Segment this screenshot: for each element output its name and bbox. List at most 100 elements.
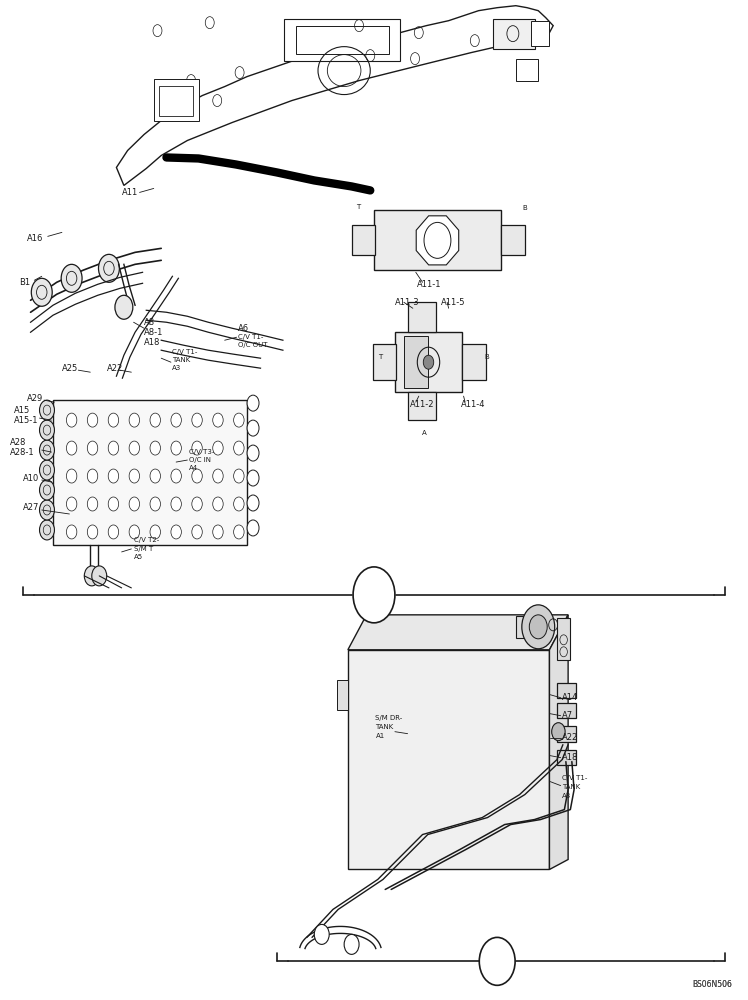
Text: O/C OUT: O/C OUT <box>238 342 268 348</box>
Text: A16: A16 <box>27 234 43 243</box>
Circle shape <box>40 420 55 440</box>
Text: A25: A25 <box>62 364 79 373</box>
Text: A14: A14 <box>562 693 578 702</box>
Circle shape <box>40 520 55 540</box>
Circle shape <box>247 470 259 486</box>
Bar <box>531 21 550 46</box>
Circle shape <box>233 497 244 511</box>
Text: A: A <box>423 430 427 436</box>
Text: A1: A1 <box>375 733 384 739</box>
Circle shape <box>129 497 140 511</box>
Circle shape <box>88 525 98 539</box>
Circle shape <box>171 525 181 539</box>
Circle shape <box>67 441 77 455</box>
Circle shape <box>99 254 120 282</box>
Text: A5: A5 <box>134 554 143 560</box>
Polygon shape <box>117 6 554 185</box>
Text: B: B <box>485 354 489 360</box>
Circle shape <box>522 605 555 649</box>
Circle shape <box>108 497 119 511</box>
Circle shape <box>150 525 161 539</box>
Text: BS06N506: BS06N506 <box>693 980 732 989</box>
Text: A28-1: A28-1 <box>10 448 34 457</box>
Text: A11-4: A11-4 <box>461 400 485 409</box>
Circle shape <box>67 469 77 483</box>
Circle shape <box>233 441 244 455</box>
Bar <box>53 400 247 545</box>
Circle shape <box>191 413 202 427</box>
Circle shape <box>88 413 98 427</box>
Text: A11-5: A11-5 <box>441 298 466 307</box>
Bar <box>337 680 348 710</box>
Bar <box>352 225 375 255</box>
Text: A4: A4 <box>188 465 198 471</box>
Bar <box>501 225 525 255</box>
Text: A3: A3 <box>173 365 182 371</box>
Circle shape <box>171 441 181 455</box>
Text: BS06N506: BS06N506 <box>693 980 732 989</box>
Text: C/V T3-: C/V T3- <box>188 449 214 455</box>
Circle shape <box>247 445 259 461</box>
Circle shape <box>212 525 223 539</box>
Bar <box>154 79 198 121</box>
Circle shape <box>191 497 202 511</box>
Text: C/V T1-: C/V T1- <box>173 349 197 355</box>
Circle shape <box>247 495 259 511</box>
Circle shape <box>150 497 161 511</box>
Circle shape <box>233 525 244 539</box>
Text: A8: A8 <box>144 318 155 327</box>
Circle shape <box>233 413 244 427</box>
Circle shape <box>67 497 77 511</box>
Polygon shape <box>416 216 459 265</box>
Bar <box>516 59 539 81</box>
Text: A11: A11 <box>123 188 138 197</box>
Circle shape <box>31 278 52 306</box>
Bar <box>557 703 575 718</box>
Text: B: B <box>523 205 527 211</box>
Circle shape <box>353 567 395 623</box>
Text: A15: A15 <box>14 406 31 415</box>
Polygon shape <box>550 615 568 869</box>
Circle shape <box>423 355 434 369</box>
Text: A: A <box>370 588 378 601</box>
Bar <box>295 26 389 54</box>
Circle shape <box>40 500 55 520</box>
Bar <box>373 344 396 380</box>
Circle shape <box>191 525 202 539</box>
Text: A18: A18 <box>144 338 160 347</box>
Circle shape <box>171 497 181 511</box>
Bar <box>462 344 486 380</box>
Bar <box>494 19 535 49</box>
Circle shape <box>150 469 161 483</box>
Circle shape <box>247 395 259 411</box>
Circle shape <box>191 469 202 483</box>
Circle shape <box>247 520 259 536</box>
Text: A28: A28 <box>10 438 26 447</box>
Circle shape <box>129 441 140 455</box>
Text: A7: A7 <box>562 711 573 720</box>
Circle shape <box>171 469 181 483</box>
Circle shape <box>108 413 119 427</box>
Text: B: B <box>494 956 501 966</box>
Bar <box>516 616 550 638</box>
Text: A3: A3 <box>562 793 571 799</box>
Circle shape <box>92 566 107 586</box>
Circle shape <box>40 440 55 460</box>
Text: A22: A22 <box>107 364 123 373</box>
Circle shape <box>108 441 119 455</box>
Bar <box>348 650 550 869</box>
Circle shape <box>552 723 565 741</box>
Text: C/V T2-: C/V T2- <box>134 537 159 543</box>
Text: C/V T1-: C/V T1- <box>562 775 587 781</box>
Circle shape <box>150 413 161 427</box>
Circle shape <box>212 497 223 511</box>
Circle shape <box>115 295 133 319</box>
Circle shape <box>150 441 161 455</box>
Circle shape <box>344 934 359 954</box>
Circle shape <box>212 413 223 427</box>
Circle shape <box>40 400 55 420</box>
Text: B1: B1 <box>19 278 31 287</box>
Circle shape <box>129 413 140 427</box>
Text: TANK: TANK <box>375 724 393 730</box>
Circle shape <box>479 937 515 985</box>
